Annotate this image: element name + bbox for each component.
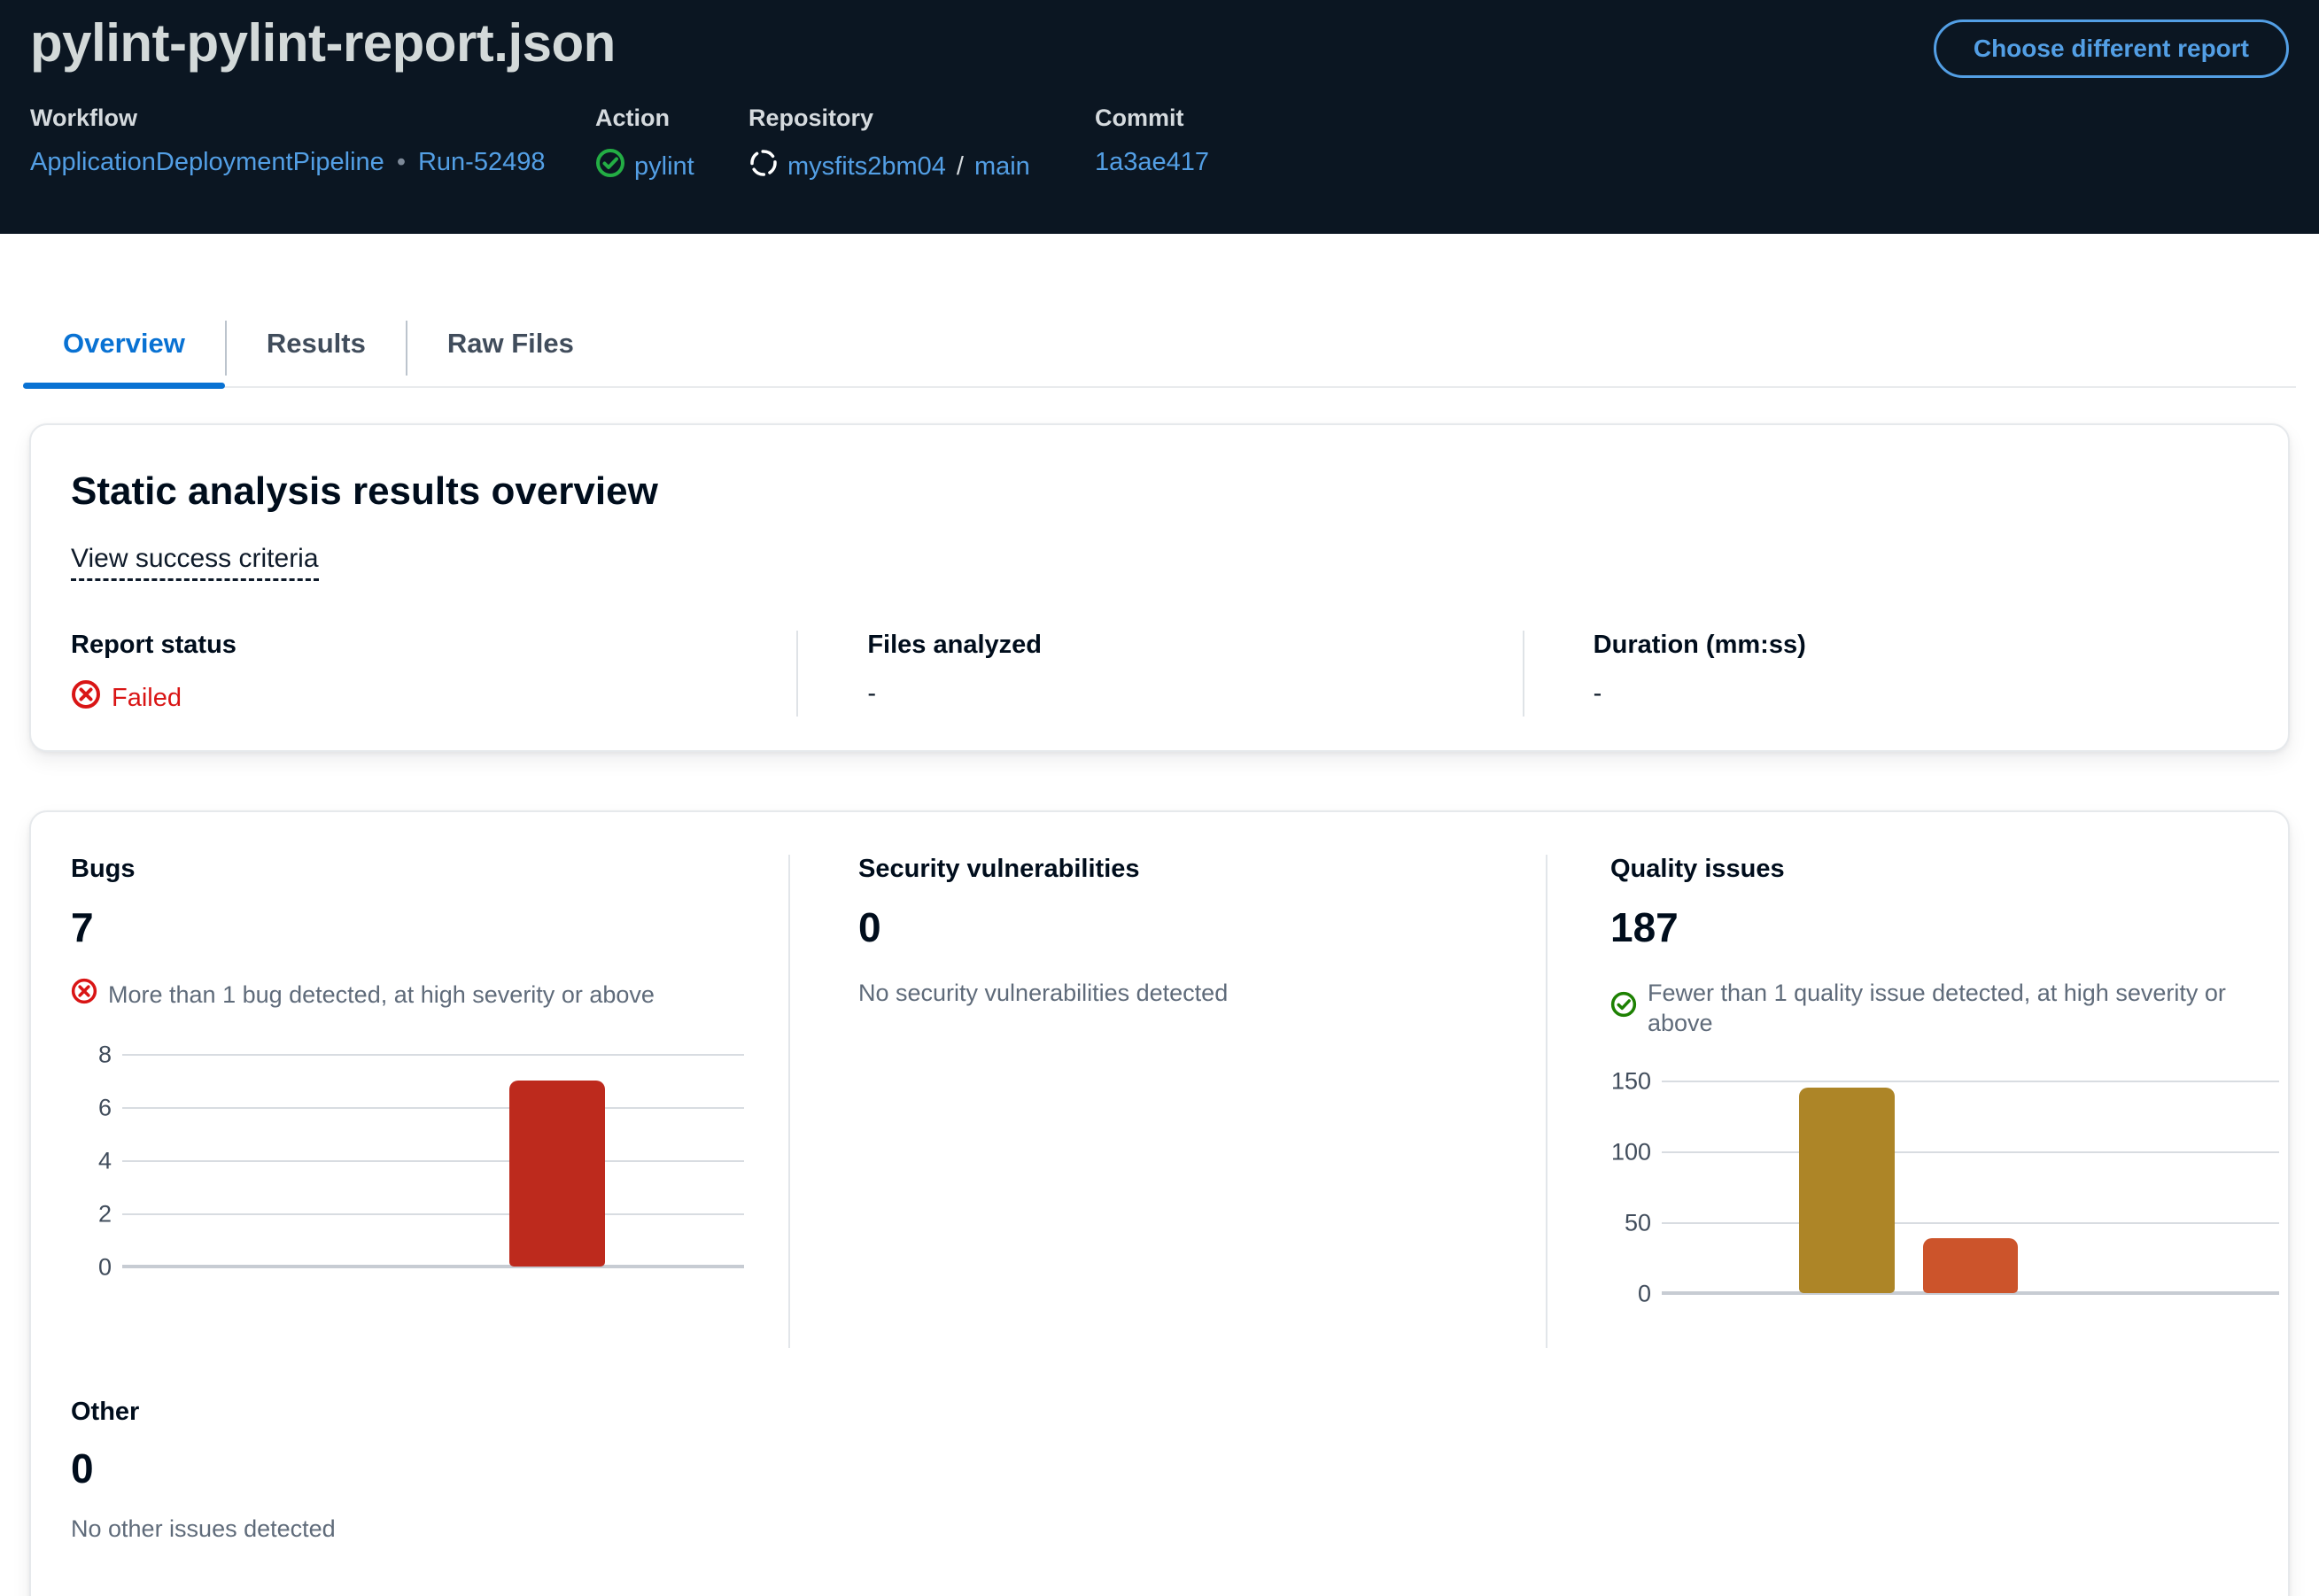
repository-name-link[interactable]: mysfits2bm04 [787,151,946,181]
duration-label: Duration (mm:ss) [1593,631,1806,659]
y-tick-label: 2 [97,1200,112,1228]
workflow-label: Workflow [30,105,137,131]
gridline-6: 6 [98,1095,744,1121]
y-tick-label: 0 [97,1253,112,1281]
report-header: pylint-pylint-report.json Choose differe… [0,0,2319,234]
gridline-50: 50 [1625,1210,2279,1236]
gridline-0: 0 [98,1254,744,1281]
report-metadata: Workflow ApplicationDeploymentPipeline •… [30,105,2289,185]
y-tick-label: 6 [97,1094,112,1121]
commit-link[interactable]: 1a3ae417 [1095,148,1210,176]
quality-label: Quality issues [1610,855,1785,883]
severity-sections: Bugs 7 More than 1 bug detected, at high… [31,855,2288,1348]
workflow-meta: Workflow ApplicationDeploymentPipeline •… [30,105,595,185]
error-x-icon [71,679,101,717]
other-count: 0 [71,1445,94,1491]
bugs-severity-bar-chart: 0 2 4 6 8 [98,1042,744,1281]
other-message: No other issues detected [71,1515,336,1542]
bar-medium [1922,1237,2019,1293]
tab-divider [224,321,227,376]
security-section: Security vulnerabilities 0 No security v… [788,855,1546,1348]
gridline-150: 150 [1611,1068,2279,1095]
bar-high [509,1081,606,1267]
action-meta: Action pylint [595,105,748,185]
quality-count: 187 [1610,904,1679,950]
files-analyzed-label: Files analyzed [867,631,1042,659]
tab-raw-files[interactable]: Raw Files [446,328,574,359]
report-status-value: Failed [112,683,182,712]
y-tick-label: 100 [1610,1138,1651,1166]
y-tick-label: 0 [1637,1280,1651,1307]
quality-section: Quality issues 187 Fewer than 1 quality … [1546,855,2288,1348]
gridline-2: 2 [98,1201,744,1228]
y-tick-label: 8 [97,1041,112,1068]
overview-card-title: Static analysis results overview [71,469,658,513]
bugs-label: Bugs [71,855,136,883]
bullet-separator: • [396,148,406,176]
repository-label: Repository [748,105,874,131]
action-label: Action [595,105,670,131]
tab-divider [405,321,407,376]
y-tick-label: 150 [1610,1067,1651,1095]
success-check-icon [595,148,625,185]
report-tabs: Overview Results Raw Files [23,234,2296,389]
files-analyzed-value: - [867,679,876,708]
report-status-label: Report status [71,631,237,659]
severity-results-card: Bugs 7 More than 1 bug detected, at high… [29,810,2290,1596]
gridline-8: 8 [98,1042,744,1068]
other-label: Other [71,1398,140,1426]
tab-results[interactable]: Results [266,328,366,359]
security-label: Security vulnerabilities [858,855,1140,883]
repository-meta: Repository mysfits2bm04 / main [748,105,1095,185]
tab-overview[interactable]: Overview [23,328,225,389]
choose-different-report-button[interactable]: Choose different report [1933,19,2289,78]
gridline-0: 0 [1638,1281,2279,1307]
gridline-100: 100 [1611,1139,2279,1166]
security-count: 0 [858,904,881,950]
bugs-count: 7 [71,904,94,950]
bar-low [1799,1088,1895,1293]
overview-stats: Report status Failed Files analyzed - Du… [71,631,2248,717]
workflow-run-link[interactable]: Run-52498 [417,148,546,176]
repository-icon [748,148,779,185]
quality-criteria-text: Fewer than 1 quality issue detected, at … [1648,980,2226,1036]
report-status-cell: Report status Failed [71,631,796,717]
action-link[interactable]: pylint [634,151,694,181]
static-analysis-overview-card: Static analysis results overview View su… [29,423,2290,752]
branch-divider: / [956,151,964,181]
commit-label: Commit [1095,105,1184,131]
workflow-pipeline-link[interactable]: ApplicationDeploymentPipeline [30,148,384,176]
security-message: No security vulnerabilities detected [858,980,1229,1006]
y-tick-label: 50 [1624,1209,1651,1236]
bugs-criteria-text: More than 1 bug detected, at high severi… [108,981,655,1008]
criteria-passed-check-icon [1610,991,1637,1025]
files-analyzed-cell: Files analyzed - [796,631,1522,717]
quality-severity-bar-chart: 0 50 100 150 [1611,1068,2279,1307]
criteria-failed-x-icon [71,978,97,1011]
page-title: pylint-pylint-report.json [30,13,616,73]
other-section: Other 0 No other issues detected [31,1398,2288,1543]
view-success-criteria-link[interactable]: View success criteria [71,544,319,581]
bugs-section: Bugs 7 More than 1 bug detected, at high… [31,855,788,1348]
y-tick-label: 4 [97,1147,112,1174]
branch-link[interactable]: main [973,151,1030,181]
duration-value: - [1593,679,1602,708]
commit-meta: Commit 1a3ae417 [1095,105,1209,185]
duration-cell: Duration (mm:ss) - [1522,631,2248,717]
gridline-4: 4 [98,1148,744,1174]
